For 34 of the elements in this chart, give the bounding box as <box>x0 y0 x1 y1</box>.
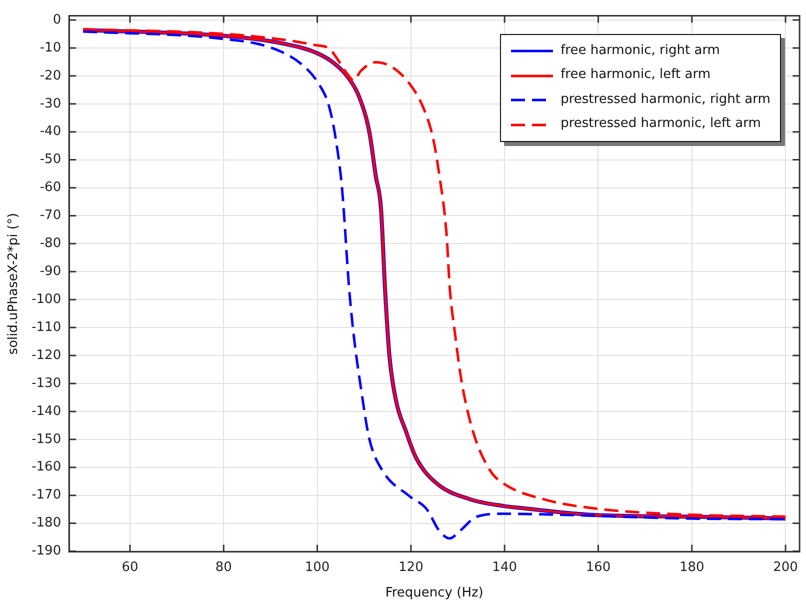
y-tick-label: -60 <box>40 180 62 196</box>
y-tick-label: -80 <box>40 236 62 252</box>
legend-label: prestressed harmonic, left arm <box>560 115 761 134</box>
x-tick-label: 140 <box>492 560 517 575</box>
y-tick-label: -160 <box>32 460 62 475</box>
y-tick-label: -10 <box>40 40 62 56</box>
y-tick-label: -30 <box>40 96 62 112</box>
x-tick-label: 160 <box>586 560 611 575</box>
x-axis-title: Frequency (Hz) <box>385 586 484 601</box>
y-tick-label: -110 <box>32 320 62 335</box>
y-tick-label: -100 <box>32 292 62 307</box>
x-tick-label: 60 <box>122 560 138 575</box>
x-tick-label: 200 <box>773 560 798 575</box>
x-tick-label: 100 <box>304 560 330 575</box>
y-tick-label: -70 <box>40 208 62 224</box>
y-tick-label: -180 <box>32 516 62 531</box>
y-tick-label: 0 <box>52 12 62 28</box>
x-tick-label: 180 <box>679 560 704 575</box>
y-tick-label: -40 <box>40 124 62 140</box>
y-axis-title: solid.uPhaseX-2*pi (°) <box>6 212 22 355</box>
y-tick-label: -90 <box>40 264 62 280</box>
y-tick-label: -150 <box>32 432 62 447</box>
y-tick-label: -190 <box>32 544 62 559</box>
y-tick-label: -20 <box>40 68 62 84</box>
legend-label: free harmonic, left arm <box>560 66 710 84</box>
y-tick-label: -120 <box>32 348 62 363</box>
y-tick-label: -50 <box>40 152 62 168</box>
y-tick-label: -130 <box>32 376 62 391</box>
legend-label: free harmonic, right arm <box>560 42 720 60</box>
y-tick-label: -170 <box>32 488 62 503</box>
x-tick-label: 80 <box>215 560 232 575</box>
legend-label: prestressed harmonic, right arm <box>560 90 770 109</box>
x-tick-label: 120 <box>398 560 424 575</box>
y-tick-label: -140 <box>32 404 62 419</box>
